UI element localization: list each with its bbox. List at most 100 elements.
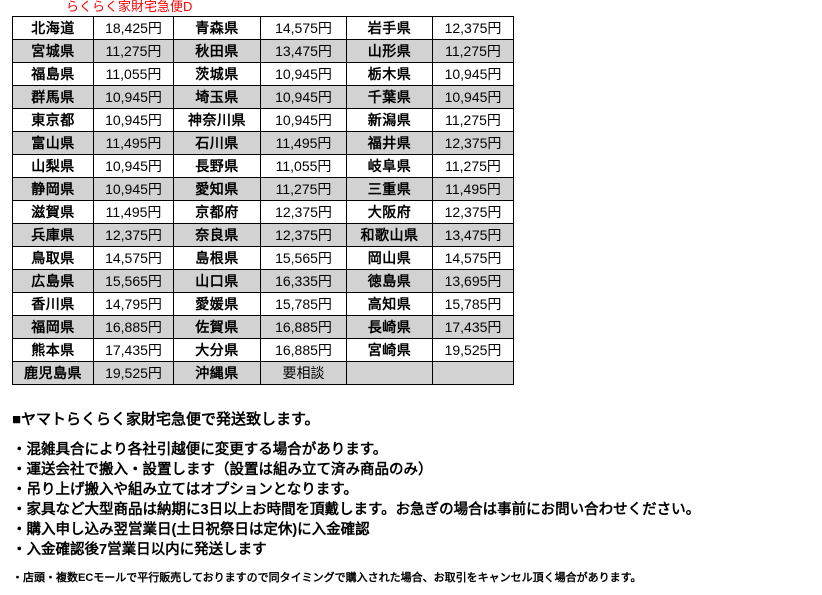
prefecture-cell: 和歌山県 (346, 223, 433, 247)
prefecture-cell: 三重県 (346, 177, 433, 201)
fee-cell: 11,495円 (93, 200, 174, 224)
fee-cell: 12,375円 (260, 200, 347, 224)
fee-cell: 10,945円 (432, 85, 514, 109)
shipping-fee-table-container: 北海道 18,425円 青森県 14,575円 岩手県 12,375円 宮城県 11,275円… (12, 16, 514, 385)
fee-cell: 11,275円 (260, 177, 347, 201)
prefecture-cell: 石川県 (173, 131, 261, 155)
prefecture-cell: 山梨県 (12, 154, 94, 178)
note-line: ・入金確認後7営業日以内に発送します (12, 542, 267, 558)
prefecture-cell: 鹿児島県 (12, 361, 94, 385)
prefecture-cell: 愛知県 (173, 177, 261, 201)
prefecture-cell: 京都府 (173, 200, 261, 224)
fee-cell: 15,785円 (432, 292, 514, 316)
prefecture-cell: 東京都 (12, 108, 94, 132)
prefecture-cell: 佐賀県 (173, 315, 261, 339)
prefecture-cell: 奈良県 (173, 223, 261, 247)
notes-list: ・混雑具合により各社引越便に変更する場合があります。・運送会社で搬入・設置します… (12, 440, 812, 560)
fee-cell: 16,885円 (260, 338, 347, 362)
prefecture-cell: 山形県 (346, 39, 433, 63)
prefecture-cell: 北海道 (12, 16, 94, 40)
prefecture-cell: 岐阜県 (346, 154, 433, 178)
table-row: 兵庫県 12,375円 奈良県 12,375円 和歌山県 13,475円 (12, 223, 514, 247)
table-row: 滋賀県 11,495円 京都府 12,375円 大阪府 12,375円 (12, 200, 514, 224)
prefecture-cell: 大阪府 (346, 200, 433, 224)
prefecture-cell: 群馬県 (12, 85, 94, 109)
shipping-fee-table: 北海道 18,425円 青森県 14,575円 岩手県 12,375円 宮城県 11,275円… (12, 16, 514, 385)
fee-cell: 16,885円 (93, 315, 174, 339)
fee-cell: 12,375円 (432, 16, 514, 40)
fee-cell: 11,495円 (93, 131, 174, 155)
notes-heading: ■ヤマトらくらく家財宅急便で発送致します。 (12, 411, 320, 428)
fee-cell: 11,275円 (93, 39, 174, 63)
fee-cell: 11,495円 (432, 177, 514, 201)
prefecture-cell: 大分県 (173, 338, 261, 362)
shipping-notes: ■ヤマトらくらく家財宅急便で発送致します。 ・混雑具合により各社引越便に変更する… (12, 409, 812, 587)
fee-cell: 12,375円 (93, 223, 174, 247)
prefecture-cell: 神奈川県 (173, 108, 261, 132)
prefecture-cell: 長野県 (173, 154, 261, 178)
fee-cell: 12,375円 (260, 223, 347, 247)
fee-cell: 11,495円 (260, 131, 347, 155)
fee-cell: 17,435円 (432, 315, 514, 339)
prefecture-cell: 富山県 (12, 131, 94, 155)
prefecture-cell (346, 361, 433, 385)
table-row: 広島県 15,565円 山口県 16,335円 徳島県 13,695円 (12, 269, 514, 293)
fee-cell: 14,795円 (93, 292, 174, 316)
table-row: 熊本県 17,435円 大分県 16,885円 宮崎県 19,525円 (12, 338, 514, 362)
fee-cell: 18,425円 (93, 16, 174, 40)
note-line: ・家具など大型商品は納期に3日以上お時間を頂戴します。お急ぎの場合は事前にお問い… (12, 502, 701, 518)
fee-cell: 17,435円 (93, 338, 174, 362)
table-row: 福岡県 16,885円 佐賀県 16,885円 長崎県 17,435円 (12, 315, 514, 339)
fee-cell: 11,275円 (432, 108, 514, 132)
prefecture-cell: 秋田県 (173, 39, 261, 63)
prefecture-cell: 長崎県 (346, 315, 433, 339)
prefecture-cell: 青森県 (173, 16, 261, 40)
table-row: 群馬県 10,945円 埼玉県 10,945円 千葉県 10,945円 (12, 85, 514, 109)
fee-cell (432, 361, 514, 385)
table-row: 東京都 10,945円 神奈川県 10,945円 新潟県 11,275円 (12, 108, 514, 132)
prefecture-cell: 栃木県 (346, 62, 433, 86)
fee-cell: 10,945円 (260, 85, 347, 109)
table-row: 鹿児島県 19,525円 沖縄県 要相談 (12, 361, 514, 385)
prefecture-cell: 熊本県 (12, 338, 94, 362)
fee-cell: 12,375円 (432, 131, 514, 155)
fee-cell: 11,275円 (432, 39, 514, 63)
note-line: ・運送会社で搬入・設置します（設置は組み立て済み商品のみ） (12, 462, 433, 478)
prefecture-cell: 島根県 (173, 246, 261, 270)
note-line: ・吊り上げ搬入や組み立てはオプションとなります。 (12, 482, 358, 498)
prefecture-cell: 兵庫県 (12, 223, 94, 247)
table-row: 北海道 18,425円 青森県 14,575円 岩手県 12,375円 (12, 16, 514, 40)
fee-cell: 16,885円 (260, 315, 347, 339)
note-line: ・購入申し込み翌営業日(土日祝祭日は定休)に入金確認 (12, 522, 370, 538)
fee-cell: 15,565円 (260, 246, 347, 270)
prefecture-cell: 茨城県 (173, 62, 261, 86)
page-title: らくらく家財宅急便D (66, 0, 193, 14)
table-row: 福島県 11,055円 茨城県 10,945円 栃木県 10,945円 (12, 62, 514, 86)
table-row: 香川県 14,795円 愛媛県 15,785円 高知県 15,785円 (12, 292, 514, 316)
table-row: 山梨県 10,945円 長野県 11,055円 岐阜県 11,275円 (12, 154, 514, 178)
fee-cell: 14,575円 (93, 246, 174, 270)
fee-cell: 11,055円 (260, 154, 347, 178)
note-line: ・混雑具合により各社引越便に変更する場合があります。 (12, 442, 388, 458)
fee-cell: 13,475円 (432, 223, 514, 247)
fee-cell: 14,575円 (432, 246, 514, 270)
prefecture-cell: 徳島県 (346, 269, 433, 293)
fee-cell: 11,055円 (93, 62, 174, 86)
prefecture-cell: 埼玉県 (173, 85, 261, 109)
fee-cell: 10,945円 (260, 108, 347, 132)
prefecture-cell: 宮城県 (12, 39, 94, 63)
prefecture-cell: 宮崎県 (346, 338, 433, 362)
prefecture-cell: 福井県 (346, 131, 433, 155)
prefecture-cell: 香川県 (12, 292, 94, 316)
fee-cell: 10,945円 (93, 108, 174, 132)
fee-cell: 10,945円 (93, 154, 174, 178)
fee-cell: 19,525円 (93, 361, 174, 385)
fee-cell: 10,945円 (260, 62, 347, 86)
fee-cell: 10,945円 (432, 62, 514, 86)
prefecture-cell: 福岡県 (12, 315, 94, 339)
fee-cell: 15,785円 (260, 292, 347, 316)
table-row: 鳥取県 14,575円 島根県 15,565円 岡山県 14,575円 (12, 246, 514, 270)
notes-fine-print: ・店頭・複数ECモールで平行販売しておりますので同タイミングで購入された場合、お… (12, 572, 642, 584)
prefecture-cell: 山口県 (173, 269, 261, 293)
fee-cell: 13,475円 (260, 39, 347, 63)
